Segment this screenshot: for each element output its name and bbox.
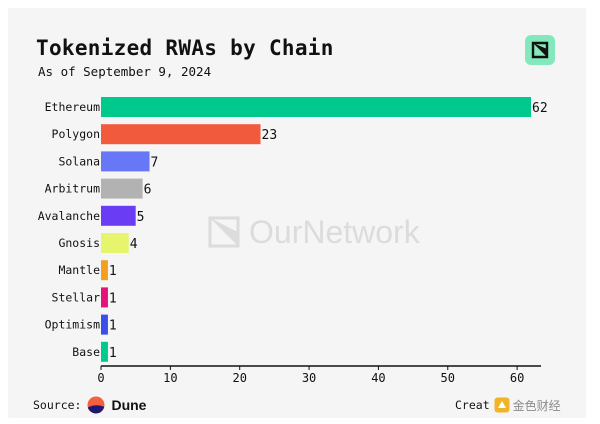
source-credit: Source: Dune: [33, 396, 146, 414]
x-tick-label-20: 20: [232, 371, 246, 385]
data-label-optimism: 1: [109, 319, 117, 334]
bar-ethereum: [101, 97, 531, 117]
bar-arbitrum: [101, 178, 143, 199]
bar-avalanche: [101, 205, 136, 226]
data-label-avalanche: 5: [137, 210, 145, 225]
bar-stellar: [101, 287, 108, 308]
x-tick-label-0: 0: [97, 371, 104, 385]
category-label-stellar: Stellar: [52, 290, 101, 304]
chart-subtitle: As of September 9, 2024: [38, 64, 212, 79]
ournetwork-watermark: OurNetwork: [207, 214, 420, 250]
dune-logo-icon: [87, 396, 105, 414]
data-label-ethereum: 62: [532, 101, 548, 116]
bar-polygon: [101, 124, 261, 145]
x-tick-label-50: 50: [441, 371, 455, 385]
category-label-arbitrum: Arbitrum: [45, 182, 100, 196]
watermark-text: OurNetwork: [249, 213, 420, 250]
data-label-arbitrum: 6: [144, 183, 152, 198]
category-label-mantle: Mantle: [58, 263, 100, 277]
data-label-gnosis: 4: [130, 237, 138, 252]
source-label: Source:: [33, 398, 82, 412]
jinse-text: 金色财经: [512, 398, 561, 413]
x-tick-label-40: 40: [371, 371, 385, 385]
jinse-watermark: 金色财经: [494, 397, 561, 414]
x-tick-label-30: 30: [302, 371, 316, 385]
chart-title: Tokenized RWAs by Chain: [36, 36, 334, 60]
created-credit: Creat 金色财经: [455, 396, 561, 414]
ournetwork-watermark-icon: [208, 216, 240, 248]
data-label-base: 1: [109, 346, 117, 361]
bar-mantle: [101, 260, 108, 281]
created-label: Creat: [455, 398, 490, 412]
category-label-avalanche: Avalanche: [38, 209, 100, 223]
category-label-optimism: Optimism: [45, 318, 100, 332]
data-label-mantle: 1: [109, 264, 117, 279]
category-label-ethereum: Ethereum: [45, 100, 100, 114]
bar-base: [101, 341, 108, 362]
category-label-solana: Solana: [58, 154, 100, 168]
data-label-solana: 7: [151, 155, 159, 170]
bar-optimism: [101, 314, 108, 335]
x-tick-label-60: 60: [510, 371, 524, 385]
category-label-gnosis: Gnosis: [58, 236, 100, 250]
x-tick-label-10: 10: [163, 371, 177, 385]
source-name: Dune: [111, 397, 147, 413]
bar-gnosis: [101, 233, 129, 253]
bar-solana: [101, 151, 150, 172]
category-label-base: Base: [72, 345, 100, 359]
category-label-polygon: Polygon: [52, 127, 100, 141]
jinse-logo-icon: [494, 397, 510, 413]
data-label-polygon: 23: [262, 128, 278, 143]
ournetwork-logo-icon: [525, 35, 555, 65]
data-label-stellar: 1: [109, 291, 117, 306]
